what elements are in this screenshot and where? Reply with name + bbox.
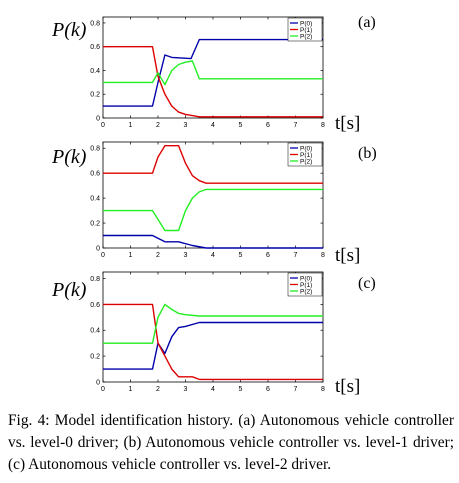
y-tick-label: 0: [96, 246, 100, 253]
x-tick-label: 8: [321, 252, 325, 259]
x-tick-label: 6: [266, 122, 270, 129]
legend-label: P(0): [300, 20, 312, 27]
x-tick-label: 4: [211, 386, 215, 393]
legend: P(0)P(1)P(2): [287, 142, 323, 167]
legend-label: P(1): [300, 282, 312, 289]
series-line-P2: [103, 60, 323, 86]
x-tick-label: 2: [156, 122, 160, 129]
series-line-P2: [103, 188, 323, 232]
x-tick-label: 1: [129, 386, 133, 393]
x-tick-label: 7: [294, 122, 298, 129]
legend-label: P(1): [300, 152, 312, 159]
series-line-P1: [103, 303, 323, 381]
panel-label: (a): [358, 14, 376, 31]
legend-label: P(2): [300, 158, 312, 165]
y-tick-label: 0.4: [90, 68, 100, 75]
legend-label: P(2): [300, 33, 312, 40]
y-tick-label: 0.6: [90, 302, 100, 309]
legend: P(0)P(1)P(2): [287, 272, 323, 297]
y-tick-label: 0: [96, 116, 100, 123]
chart-panel-a: 0 1 2 3 4 5 6 7 8 0 0.2 0.4 0.6 0.8 P(0)P(1)P(2) P(k) t[…: [51, 14, 376, 134]
x-tick-label: 8: [321, 386, 325, 393]
x-tick-label: 3: [184, 122, 188, 129]
y-tick-label: 0.6: [90, 44, 100, 51]
y-tick-label: 0.8: [90, 20, 100, 27]
x-tick-label: 1: [129, 252, 133, 259]
x-tick-label: 4: [211, 122, 215, 129]
x-tick-label: 5: [239, 122, 243, 129]
y-tick-label: 0.6: [90, 171, 100, 178]
panel-label: (c): [358, 275, 376, 292]
x-tick-label: 3: [184, 386, 188, 393]
legend-label: P(2): [300, 288, 312, 295]
y-axis-label: P(k): [51, 19, 87, 41]
x-axis-label: t[s]: [335, 113, 360, 134]
y-tick-label: 0.4: [90, 328, 100, 335]
y-tick-label: 0.8: [90, 276, 100, 283]
x-tick-label: 2: [156, 252, 160, 259]
series-line-P0: [103, 38, 323, 107]
x-tick-label: 5: [239, 252, 243, 259]
x-tick-label: 7: [294, 386, 298, 393]
series-line-P1: [103, 144, 323, 184]
y-tick-label: 0.2: [90, 92, 100, 99]
y-tick-label: 0.2: [90, 354, 100, 361]
panel-label: (b): [358, 145, 377, 162]
chart-panel-b: 0 1 2 3 4 5 6 7 8 0 0.2 0.4 0.6 0.8 P(0)P(1)P(2) P(k) t[…: [51, 141, 377, 266]
x-tick-label: 5: [239, 386, 243, 393]
series-line-P2: [103, 303, 323, 344]
y-tick-label: 0.4: [90, 196, 100, 203]
y-tick-label: 0.8: [90, 146, 100, 153]
x-axis-label: t[s]: [335, 376, 360, 397]
y-axis-label: P(k): [51, 279, 87, 301]
series-line-P0: [103, 234, 323, 249]
y-axis-label: P(k): [51, 146, 87, 168]
x-tick-label: 6: [266, 386, 270, 393]
legend-box: [287, 17, 323, 42]
x-tick-label: 0: [101, 122, 105, 129]
x-tick-label: 8: [321, 122, 325, 129]
x-tick-label: 3: [184, 252, 188, 259]
x-tick-label: 1: [129, 122, 133, 129]
series-line-P0: [103, 321, 323, 370]
legend-label: P(0): [300, 275, 312, 282]
series-line-P1: [103, 46, 323, 118]
legend-label: P(0): [300, 145, 312, 152]
figure: 0 1 2 3 4 5 6 7 800.20.40.60.8 P(0)P(1)P(2)P(k)t[…: [51, 14, 377, 397]
x-tick-label: 7: [294, 252, 298, 259]
x-tick-label: 0: [101, 386, 105, 393]
x-tick-label: 2: [156, 386, 160, 393]
y-tick-label: 0.2: [90, 221, 100, 228]
legend-box: [287, 142, 323, 167]
x-tick-label: 4: [211, 252, 215, 259]
x-tick-label: 6: [266, 252, 270, 259]
x-tick-label: 0: [101, 252, 105, 259]
x-axis-label: t[s]: [335, 245, 360, 266]
legend-label: P(1): [300, 27, 312, 34]
legend: P(0)P(1)P(2): [287, 17, 323, 42]
legend-box: [287, 272, 323, 297]
chart-panel-c: 0 1 2 3 4 5 6 7 8 0 0.2 0.4 0.6 0.8 P(0)P(1)P(2) P(k) t[…: [51, 271, 376, 397]
figure-caption: Fig. 4: Model identification history. (a…: [8, 412, 454, 473]
y-tick-label: 0: [96, 380, 100, 387]
